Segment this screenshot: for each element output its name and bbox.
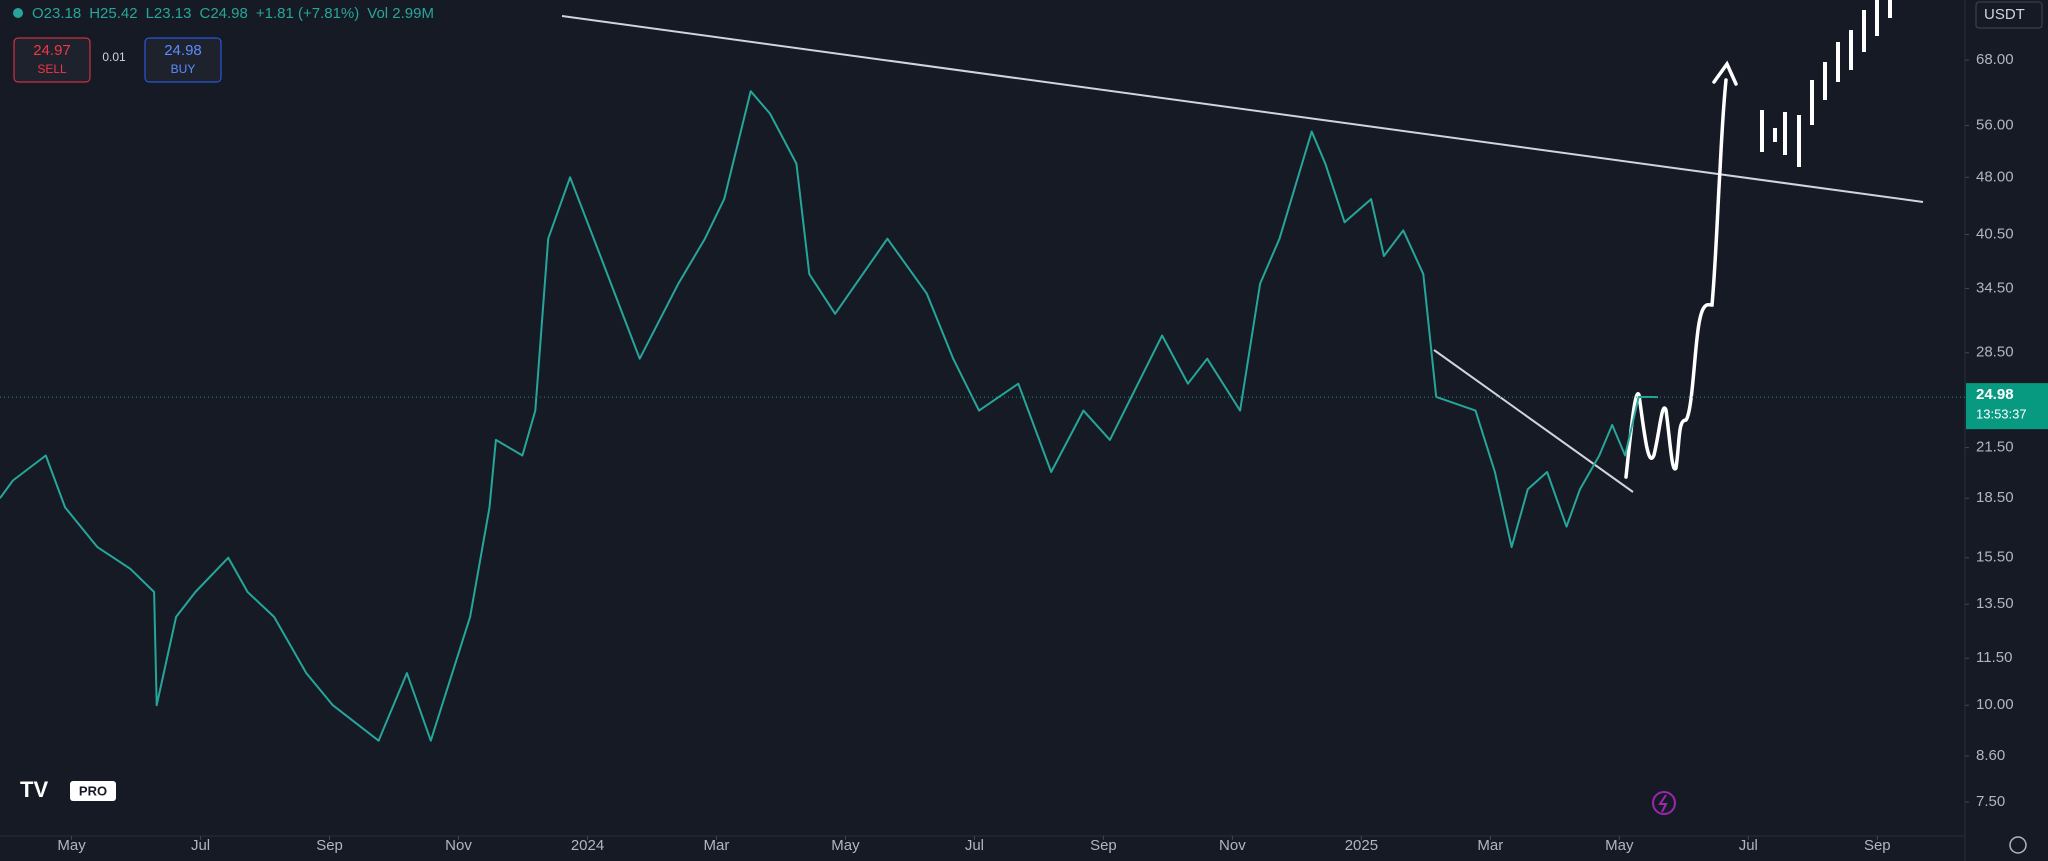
projection-bars <box>1760 0 1892 167</box>
sell-label: SELL <box>37 62 67 76</box>
x-tick-label: May <box>831 837 860 854</box>
buy-label: BUY <box>171 62 196 76</box>
last-price-box <box>1966 383 2048 430</box>
y-tick-label: 21.50 <box>1976 439 2014 456</box>
x-tick-label: Sep <box>1090 837 1117 854</box>
x-tick-label: Nov <box>445 837 472 854</box>
ohlc-value: C24.98 <box>199 5 247 22</box>
last-price-label: 24.98 <box>1976 386 2014 403</box>
trend-line <box>1433 349 1634 493</box>
event-icon-bolt <box>1658 794 1668 813</box>
buy-button[interactable] <box>144 37 222 83</box>
x-tick-label: May <box>1605 837 1634 854</box>
logo-badge-box <box>70 781 116 801</box>
y-tick-label: 48.00 <box>1976 168 2014 185</box>
projection-arrow <box>1712 60 1738 86</box>
y-tick-label: 34.50 <box>1976 279 2014 296</box>
x-tick-label: Sep <box>1864 837 1891 854</box>
y-tick-label: 68.00 <box>1976 51 2014 68</box>
ohlc-legend: O23.18 H25.42 L23.13 C24.98 +1.81 (+7.81%) Vo… <box>32 5 434 22</box>
currency: USDT <box>1984 6 2025 23</box>
x-tick-label: Jul <box>191 837 210 854</box>
x-tick-label: 2024 <box>571 837 604 854</box>
x-tick-label: Sep <box>316 837 343 854</box>
y-tick-label: 8.60 <box>1976 747 2005 764</box>
logo: TV <box>20 777 48 802</box>
y-tick-label: 18.50 <box>1976 489 2014 506</box>
countdown: 13:53:37 <box>1976 407 2027 422</box>
x-tick-label: Mar <box>704 837 730 854</box>
currency-selector[interactable] <box>1975 1 2043 29</box>
settings-icon[interactable] <box>2009 836 2027 854</box>
y-tick-label: 28.50 <box>1976 344 2014 361</box>
buy-price: 24.98 <box>164 42 202 59</box>
sell-price: 24.97 <box>33 42 71 59</box>
y-tick-label: 15.50 <box>1976 549 2014 566</box>
x-tick-label: Jul <box>965 837 984 854</box>
y-tick-label: 56.00 <box>1976 116 2014 133</box>
ohlc-value: +1.81 (+7.81%) <box>256 5 359 22</box>
x-tick-label: Nov <box>1219 837 1246 854</box>
x-tick-label: 2025 <box>1345 837 1378 854</box>
x-tick-label: Jul <box>1739 837 1758 854</box>
y-tick-label: 10.00 <box>1976 696 2014 713</box>
status-dot <box>13 8 23 18</box>
price-line <box>0 90 1659 742</box>
y-tick-label: 7.50 <box>1976 793 2005 810</box>
ohlc-value: Vol 2.99M <box>367 5 434 22</box>
ohlc-value: H25.42 <box>89 5 137 22</box>
y-tick-label: 11.50 <box>1976 649 2012 666</box>
spread: 0.01 <box>102 50 126 64</box>
ohlc-value: O23.18 <box>32 5 81 22</box>
x-tick-label: May <box>57 837 86 854</box>
trend-line <box>561 15 1924 203</box>
logo-badge: PRO <box>79 783 107 798</box>
sell-button[interactable] <box>13 37 91 83</box>
ohlc-value: L23.13 <box>146 5 192 22</box>
y-tick-label: 40.50 <box>1976 225 2014 242</box>
event-icon[interactable] <box>1652 791 1676 815</box>
projection-drawing <box>1624 78 1728 479</box>
y-tick-label: 13.50 <box>1976 595 2014 612</box>
x-tick-label: Mar <box>1477 837 1503 854</box>
